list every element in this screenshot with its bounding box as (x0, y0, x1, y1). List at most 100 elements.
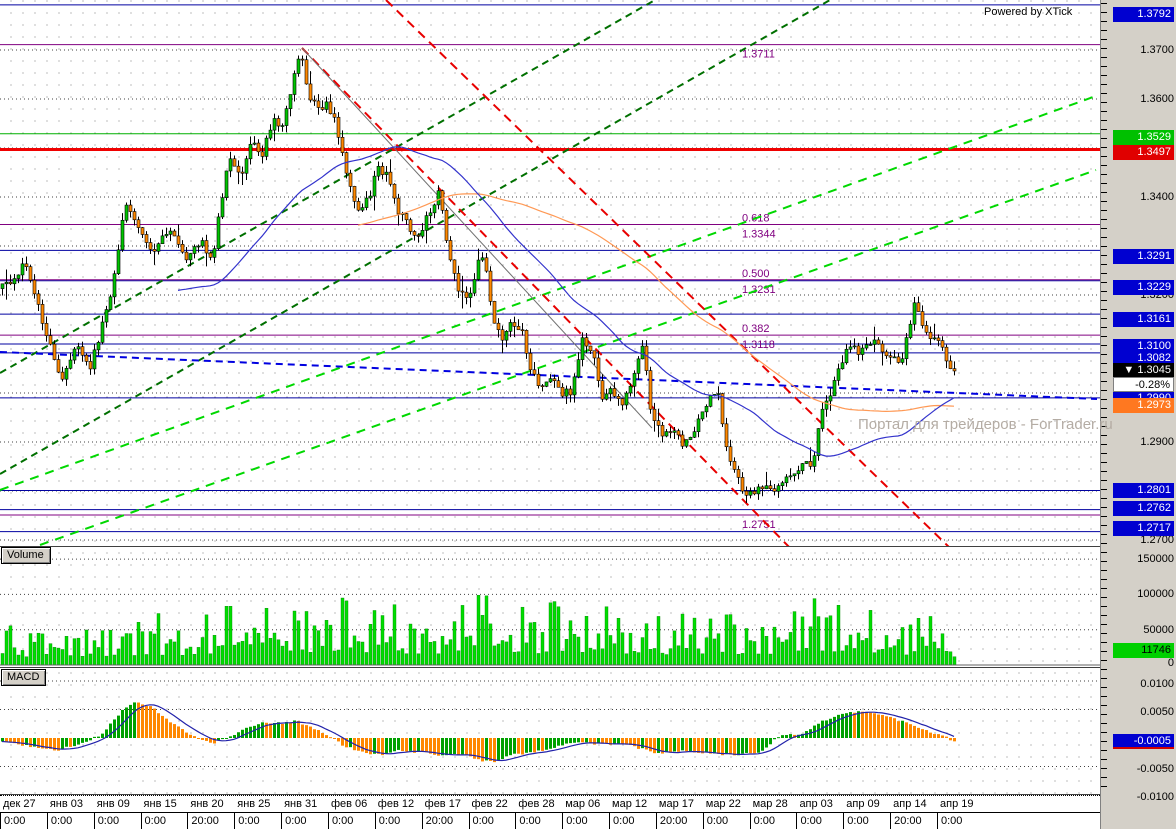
macd-histogram-bar (69, 738, 72, 747)
volume-bar (128, 633, 133, 666)
macd-histogram-bar (845, 713, 848, 738)
date-label: янв 15 (143, 798, 177, 810)
macd-histogram-bar (645, 738, 648, 750)
macd-histogram-bar (825, 720, 828, 738)
date-label: апр 03 (799, 798, 833, 810)
macd-histogram-bar (649, 738, 652, 752)
macd-histogram-bar (401, 738, 404, 752)
volume-bar (44, 654, 49, 666)
date-label: мар 12 (612, 798, 648, 810)
macd-pane-separator[interactable] (0, 667, 1100, 668)
date-label: янв 31 (284, 798, 318, 810)
macd-histogram-bar (621, 738, 624, 744)
macd-histogram-bar (293, 720, 296, 738)
volume-bar (728, 614, 733, 666)
macd-pane-tab[interactable]: MACD (1, 669, 47, 686)
macd-histogram-bar (233, 735, 236, 738)
volume-bar (300, 649, 305, 666)
volume-bar (40, 633, 45, 666)
macd-histogram-bar (517, 738, 520, 754)
volume-bar (396, 650, 401, 666)
macd-histogram-bar (33, 738, 36, 747)
macd-histogram-bar (217, 738, 220, 741)
volume-bar (720, 651, 725, 666)
volume-pane-tab[interactable]: Volume (1, 547, 51, 564)
volume-bar (844, 645, 849, 666)
macd-histogram-bar (281, 723, 284, 738)
volume-bar (940, 633, 945, 666)
macd-histogram-bar (229, 736, 232, 738)
macd-histogram-bar (417, 738, 420, 752)
macd-histogram-bar (285, 721, 288, 738)
macd-histogram-bar (173, 724, 176, 738)
volume-bar (284, 641, 289, 666)
volume-bar (272, 632, 277, 666)
volume-bar (100, 630, 105, 666)
candlestick-chart[interactable]: 1.37110.6181.33440.5001.32310.3821.31181… (0, 0, 1100, 795)
volume-bar (116, 648, 121, 666)
macd-histogram-bar (189, 734, 192, 738)
macd-histogram-bar (333, 738, 336, 739)
date-label: фев 12 (377, 798, 415, 810)
macd-histogram-bar (557, 738, 560, 746)
axis-tick-marks (1101, 3, 1107, 795)
macd-histogram-bar (313, 729, 316, 738)
macd-histogram-bar (53, 738, 56, 751)
volume-bar (24, 656, 29, 666)
volume-bar (716, 633, 721, 666)
macd-histogram-bar (633, 738, 636, 747)
volume-bar (276, 639, 281, 666)
macd-histogram-bar (489, 738, 492, 761)
volume-bar (828, 615, 833, 666)
volume-bar (812, 598, 817, 666)
macd-histogram-bar (593, 738, 596, 745)
macd-histogram-bar (265, 722, 268, 738)
macd-histogram-bar (181, 729, 184, 738)
time-label: 0:00 (609, 813, 634, 829)
macd-histogram-bar (473, 738, 476, 759)
macd-histogram-bar (573, 738, 576, 743)
volume-bar (344, 600, 349, 666)
chart-plot-area[interactable]: 1.37110.6181.33440.5001.32310.3821.31181… (0, 0, 1100, 795)
volume-bar (724, 614, 729, 666)
macd-histogram-bar (169, 722, 172, 738)
volume-bar (564, 639, 569, 666)
macd-histogram-bar (369, 738, 372, 755)
volume-bar (108, 629, 113, 666)
volume-bar (216, 645, 221, 666)
macd-histogram-bar (477, 738, 480, 760)
date-label: апр 14 (893, 798, 927, 810)
volume-bar (904, 654, 909, 666)
volume-bar (868, 610, 873, 666)
macd-histogram-bar (317, 730, 320, 738)
macd-histogram-bar (365, 738, 368, 754)
macd-histogram-bar (853, 712, 856, 738)
macd-histogram-bar (269, 723, 272, 738)
volume-bar (340, 597, 345, 666)
volume-bar (132, 655, 137, 666)
volume-bar (60, 649, 65, 666)
macd-histogram-bar (773, 738, 776, 740)
volume-bar (872, 652, 877, 666)
macd-histogram-bar (413, 738, 416, 753)
macd-histogram-bar (921, 729, 924, 738)
volume-pane-separator[interactable] (0, 546, 1100, 547)
macd-histogram-bar (165, 718, 168, 738)
volume-bar (596, 633, 601, 666)
macd-histogram-bar (561, 738, 564, 746)
volume-bar (184, 648, 189, 666)
ma-value-label: 1.2973 (1113, 398, 1174, 413)
volume-bar (804, 648, 809, 666)
volume-bar (568, 620, 573, 666)
macd-histogram-bar (673, 738, 676, 752)
macd-histogram-bar (89, 738, 92, 741)
volume-bar (220, 645, 225, 666)
volume-bar (920, 636, 925, 666)
fib-price-label: 1.3118 (742, 339, 775, 351)
macd-histogram-bar (9, 738, 12, 743)
macd-histogram-bar (329, 737, 332, 739)
macd-histogram-bar (245, 727, 248, 738)
volume-bar (524, 642, 529, 666)
volume-bar (640, 637, 645, 666)
volume-bar (120, 636, 125, 666)
